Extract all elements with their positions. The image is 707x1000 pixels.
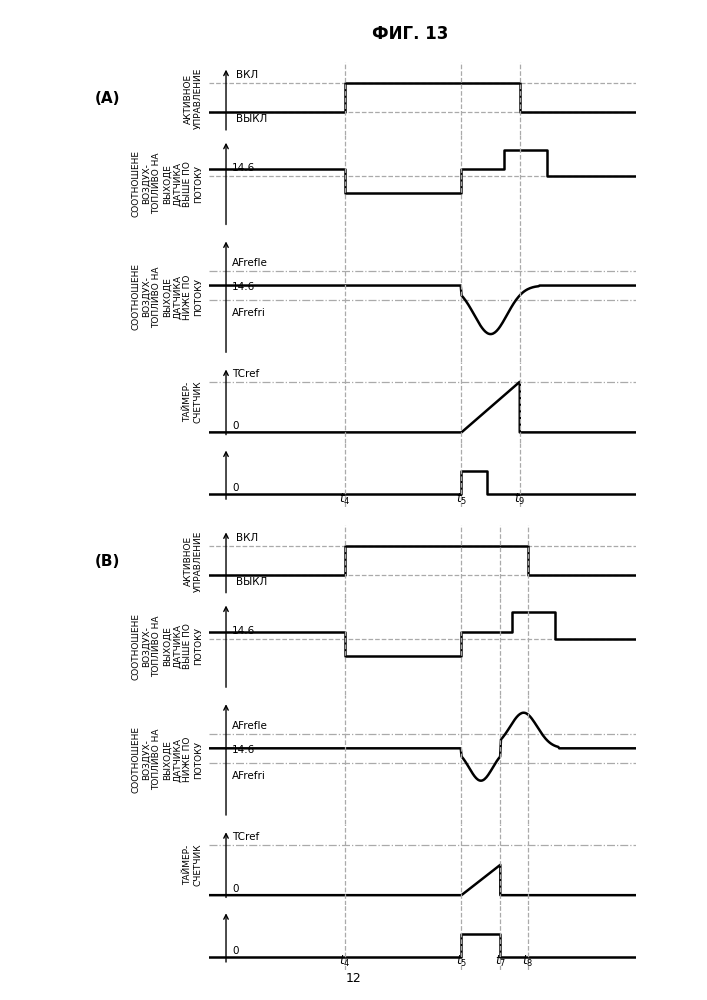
Text: СООТНОШЕНЕ
ВОЗДУХ-
ТОПЛИВО НА
ВЫХОДЕ
ДАТЧИКА
ВЫШЕ ПО
ПОТОКУ: СООТНОШЕНЕ ВОЗДУХ- ТОПЛИВО НА ВЫХОДЕ ДАТ…: [132, 150, 203, 217]
Text: ВКЛ: ВКЛ: [236, 70, 258, 80]
Text: $t_4$: $t_4$: [339, 492, 351, 507]
Text: 14.6: 14.6: [232, 163, 255, 173]
Text: ВЫКЛ: ВЫКЛ: [236, 114, 267, 124]
Text: TCref: TCref: [232, 832, 259, 842]
Text: AFrefri: AFrefri: [232, 308, 266, 318]
Text: СООТНОШЕНЕ
ВОЗДУХ-
ТОПЛИВО НА
ВЫХОДЕ
ДАТЧИКА
НИЖЕ ПО
ПОТОКУ: СООТНОШЕНЕ ВОЗДУХ- ТОПЛИВО НА ВЫХОДЕ ДАТ…: [132, 726, 203, 793]
Text: АКТИВНОЕ
УПРАВЛЕНИЕ: АКТИВНОЕ УПРАВЛЕНИЕ: [184, 531, 203, 592]
Text: СООТНОШЕНЕ
ВОЗДУХ-
ТОПЛИВО НА
ВЫХОДЕ
ДАТЧИКА
НИЖЕ ПО
ПОТОКУ: СООТНОШЕНЕ ВОЗДУХ- ТОПЛИВО НА ВЫХОДЕ ДАТ…: [132, 263, 203, 330]
Text: $t_5$: $t_5$: [456, 492, 467, 507]
Text: 14.6: 14.6: [232, 626, 255, 636]
Text: АКТИВНОЕ
УПРАВЛЕНИЕ: АКТИВНОЕ УПРАВЛЕНИЕ: [184, 68, 203, 129]
Text: (A): (A): [95, 91, 120, 106]
Text: $t_9$: $t_9$: [514, 492, 525, 507]
Text: ВЫКЛ: ВЫКЛ: [236, 577, 267, 587]
Text: TCref: TCref: [232, 369, 259, 379]
Text: 14.6: 14.6: [232, 745, 255, 755]
Text: $t_4$: $t_4$: [339, 954, 351, 969]
Text: (B): (B): [95, 554, 119, 569]
Text: AFrefle: AFrefle: [232, 258, 268, 268]
Text: 14.6: 14.6: [232, 282, 255, 292]
Text: $t_8$: $t_8$: [522, 954, 533, 969]
Text: AFrefri: AFrefri: [232, 771, 266, 781]
Text: AFrefle: AFrefle: [232, 721, 268, 731]
Text: 12: 12: [346, 972, 361, 985]
Text: ВКЛ: ВКЛ: [236, 533, 258, 543]
Text: ТАЙМЕР-
СЧЕТЧИК: ТАЙМЕР- СЧЕТЧИК: [184, 844, 203, 886]
Text: $t_5$: $t_5$: [456, 954, 467, 969]
Text: 0: 0: [232, 483, 239, 493]
Text: ТАЙМЕР-
СЧЕТЧИК: ТАЙМЕР- СЧЕТЧИК: [184, 381, 203, 423]
Text: ФИГ. 13: ФИГ. 13: [372, 25, 448, 43]
Text: $t_7$: $t_7$: [495, 954, 506, 969]
Text: 0: 0: [232, 884, 239, 894]
Text: 0: 0: [232, 421, 239, 431]
Text: СООТНОШЕНЕ
ВОЗДУХ-
ТОПЛИВО НА
ВЫХОДЕ
ДАТЧИКА
ВЫШЕ ПО
ПОТОКУ: СООТНОШЕНЕ ВОЗДУХ- ТОПЛИВО НА ВЫХОДЕ ДАТ…: [132, 613, 203, 680]
Text: 0: 0: [232, 946, 239, 956]
